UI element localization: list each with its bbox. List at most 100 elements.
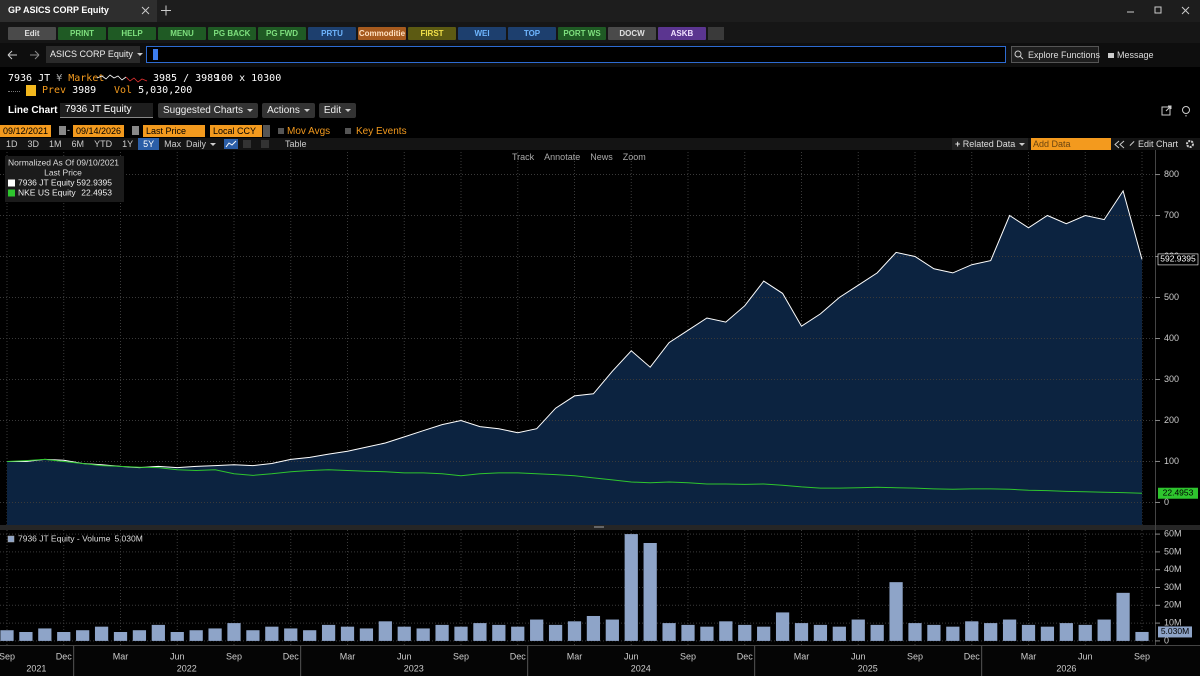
period-button[interactable]: 1M [49, 139, 62, 149]
y-tick-label: 60M [1164, 528, 1182, 538]
function-button[interactable]: PG BACK [208, 27, 256, 40]
checkbox[interactable] [345, 128, 351, 134]
mov-avgs[interactable]: Mov Avgs [287, 126, 331, 137]
end-value-box [1157, 253, 1199, 266]
legend-name: 7936 JT Equity - Volume [18, 534, 111, 544]
bar [397, 626, 411, 641]
legend-name: 7936 JT Equity [18, 177, 75, 187]
line [6, 458, 1143, 494]
edit-chart[interactable]: Edit Chart [1129, 138, 1178, 150]
bar [38, 628, 52, 641]
function-button[interactable]: FIRST [408, 27, 456, 40]
y-tick-label: 700 [1164, 210, 1179, 220]
x-tick-label: Sep [680, 651, 696, 661]
y-tick-label: 10M [1164, 617, 1182, 627]
function-button[interactable]: WEI [458, 27, 506, 40]
function-button[interactable]: PORT WS [558, 27, 606, 40]
year-label: 2021 [26, 663, 46, 673]
period-button[interactable]: 6M [71, 139, 85, 149]
function-button[interactable]: ASKB [658, 27, 706, 40]
divider-handle[interactable] [594, 526, 604, 528]
function-button[interactable]: HELP [108, 27, 156, 40]
ticker: 7936 JT [8, 73, 51, 84]
x-tick-label: Dec [510, 651, 527, 661]
bar [1135, 631, 1149, 641]
chart-tool[interactable]: Zoom [622, 152, 646, 162]
calendar-icon[interactable] [59, 126, 66, 135]
x-tick-label: Sep [1134, 651, 1150, 661]
period-button[interactable]: 1Y [122, 139, 134, 149]
table-button[interactable]: Table [285, 139, 307, 149]
function-button[interactable]: Commoditie [358, 27, 406, 40]
nav-arrows[interactable] [6, 49, 42, 61]
checkbox[interactable] [278, 128, 284, 134]
sparkline [97, 74, 148, 83]
bar [1040, 626, 1055, 641]
x-tick-label: Mar [113, 651, 129, 661]
currency: ¥ [56, 73, 63, 84]
bar [927, 624, 941, 641]
bar [851, 619, 865, 641]
menu-button[interactable]: Suggested Charts [158, 103, 259, 118]
frequency[interactable]: Daily [186, 138, 216, 150]
function-button[interactable]: PG FWD [258, 27, 306, 40]
collapse-icon[interactable] [1114, 140, 1126, 149]
x-tick-label: Dec [737, 651, 754, 661]
settings-button[interactable] [708, 27, 724, 40]
chart-security[interactable]: 7936 JT Equity [60, 103, 153, 118]
function-button[interactable]: Edit [8, 27, 56, 40]
period-button[interactable]: Max [164, 139, 182, 149]
function-button[interactable]: DOCW [608, 27, 656, 40]
bar [624, 534, 638, 641]
period-button[interactable]: YTD [94, 139, 113, 149]
function-button[interactable]: TOP [508, 27, 556, 40]
explore-button[interactable]: Explore Functions [1011, 46, 1101, 63]
gear-icon[interactable] [1185, 139, 1195, 149]
start-date[interactable]: 09/12/2021 [0, 125, 52, 137]
bar [492, 624, 506, 641]
x-tick-label: Jun [851, 651, 866, 661]
x-tick-label: Dec [964, 651, 981, 661]
period-button[interactable]: 5Y [138, 138, 160, 150]
menu-button[interactable]: Actions [262, 103, 315, 118]
chart-tool[interactable]: News [590, 152, 613, 162]
bar [454, 626, 468, 641]
security-selector[interactable]: ASICS CORP Equity [46, 46, 140, 63]
chart-menus: Suggested Charts Actions Edit [158, 103, 357, 118]
tab[interactable] [0, 0, 157, 22]
prev: 3989 [72, 85, 97, 96]
period-button[interactable]: 3D [27, 139, 40, 149]
function-button[interactable]: PRTU [308, 27, 356, 40]
news-icon[interactable] [26, 85, 36, 96]
function-button[interactable]: MENU [158, 27, 206, 40]
related-text: Related Data [962, 139, 1016, 149]
bar [19, 632, 33, 641]
related-data[interactable]: + Related Data [952, 138, 1029, 150]
chart-tool[interactable]: Annotate [544, 152, 581, 162]
bar [0, 630, 14, 641]
prev-label: Prev [42, 85, 67, 96]
bar [303, 630, 317, 641]
key-events[interactable]: Key Events [356, 126, 407, 137]
bar [530, 619, 544, 641]
message-button[interactable]: Message [1108, 50, 1154, 60]
menu-button[interactable]: Edit [318, 103, 357, 118]
add-data[interactable]: Add Data [1031, 138, 1111, 150]
chart-tool[interactable]: Track [512, 152, 535, 162]
calendar-icon[interactable] [132, 126, 139, 135]
header-icons[interactable] [1160, 104, 1196, 118]
period-button[interactable]: 1D [6, 139, 18, 149]
command-input[interactable] [146, 46, 1006, 63]
quote-line: 7936 JT ¥ Market [8, 73, 104, 84]
field-selector[interactable]: Last Price [143, 125, 205, 137]
explore-text: Explore Functions [1028, 50, 1101, 60]
end-date[interactable]: 09/14/2026 [73, 125, 125, 137]
function-button[interactable]: PRINT [58, 27, 106, 40]
year-label: 2023 [404, 663, 424, 673]
tab-icons[interactable] [140, 5, 180, 17]
chart-style-icons[interactable] [224, 139, 274, 149]
window-controls[interactable] [1120, 5, 1195, 17]
currency-selector[interactable]: Local CCY [210, 125, 262, 137]
bar [813, 624, 828, 641]
currency-dropdown[interactable] [263, 125, 270, 137]
